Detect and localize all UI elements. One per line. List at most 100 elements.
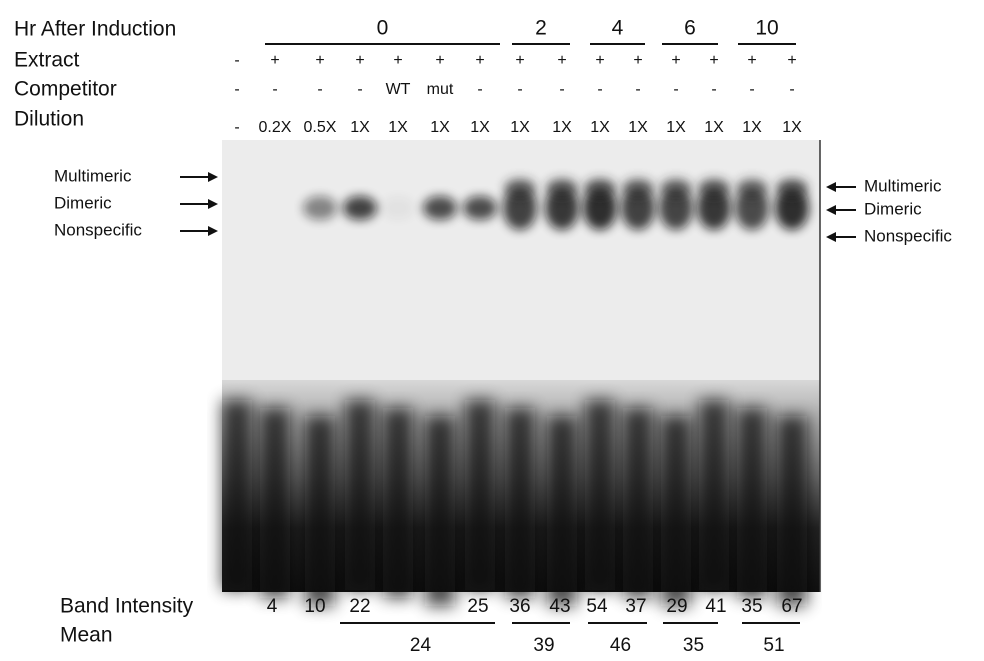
- lane-label: 1X: [470, 119, 490, 136]
- band-intensity: 43: [549, 596, 570, 617]
- gel-band: [584, 178, 616, 198]
- gel-smear: [737, 408, 767, 598]
- mean-value: 39: [533, 635, 554, 656]
- gel-band: [303, 196, 337, 220]
- gel-band: [736, 178, 768, 198]
- gel-smear: [661, 416, 691, 606]
- arrow-head: [208, 199, 218, 209]
- lane-label: 1X: [350, 119, 370, 136]
- marker-label: Multimeric: [54, 166, 132, 185]
- gel-smear: [345, 400, 375, 590]
- lane-label: -: [673, 81, 678, 98]
- lane-label: +: [435, 52, 444, 69]
- row-label: Extract: [14, 49, 80, 72]
- arrow-head: [826, 182, 836, 192]
- marker-label: Nonspecific: [54, 220, 142, 239]
- lane-label: 1X: [510, 119, 530, 136]
- gel-band: [463, 196, 497, 220]
- gel-smear: [547, 416, 577, 606]
- lane-label: -: [749, 81, 754, 98]
- gel-smear: [623, 408, 653, 598]
- lane-label: 1X: [430, 119, 450, 136]
- mean-value: 51: [763, 635, 784, 656]
- row-label: Hr After Induction: [14, 18, 176, 41]
- lane-label: -: [234, 81, 239, 98]
- gel-band: [504, 178, 536, 198]
- group-label: 10: [755, 17, 778, 40]
- lane-label: 1X: [552, 119, 572, 136]
- lane-label: 1X: [742, 119, 762, 136]
- lane-label: -: [559, 81, 564, 98]
- lane-label: 0.5X: [304, 119, 337, 136]
- row-label: Competitor: [14, 78, 117, 101]
- lane-label: +: [557, 52, 566, 69]
- lane-label: -: [234, 119, 239, 136]
- band-intensity: 54: [586, 596, 608, 617]
- row-label: Mean: [60, 624, 113, 647]
- arrow-head: [826, 205, 836, 215]
- row-label: Band Intensity: [60, 595, 194, 618]
- mean-value: 35: [683, 635, 704, 656]
- gel-smear: [777, 416, 807, 606]
- band-intensity: 36: [509, 596, 530, 617]
- gel-band: [583, 186, 617, 230]
- group-label: 2: [535, 17, 547, 40]
- band-intensity: 10: [304, 596, 325, 617]
- band-intensity: 29: [666, 596, 687, 617]
- lane-label: +: [475, 52, 484, 69]
- lane-label: -: [477, 81, 482, 98]
- gel-smear: [305, 416, 335, 606]
- marker-label: Multimeric: [864, 176, 942, 195]
- lane-label: +: [393, 52, 402, 69]
- band-intensity: 37: [625, 596, 646, 617]
- lane-label: +: [270, 52, 279, 69]
- lane-label: -: [317, 81, 322, 98]
- gel-smear: [425, 416, 455, 606]
- lane-label: WT: [386, 81, 411, 98]
- lane-label: +: [671, 52, 680, 69]
- lane-label: -: [234, 52, 239, 69]
- gel-smear: [585, 400, 615, 590]
- group-label: 6: [684, 17, 696, 40]
- gel-smear: [465, 400, 495, 590]
- gel-band: [698, 178, 730, 198]
- lane-label: -: [357, 81, 362, 98]
- gel-image: [222, 140, 821, 606]
- lane-label: 1X: [590, 119, 610, 136]
- gel-band: [545, 186, 579, 230]
- marker-label: Dimeric: [54, 193, 112, 212]
- lane-label: -: [635, 81, 640, 98]
- lane-label: -: [789, 81, 794, 98]
- gel-band: [621, 186, 655, 230]
- gel-band: [776, 178, 808, 198]
- lane-label: +: [709, 52, 718, 69]
- gel-smear: [505, 408, 535, 598]
- lane-label: 1X: [388, 119, 408, 136]
- gel-band: [660, 178, 692, 198]
- lane-label: 1X: [704, 119, 724, 136]
- band-intensity: 67: [781, 596, 802, 617]
- gel-smear: [699, 400, 729, 590]
- band-intensity: 35: [741, 596, 762, 617]
- gel-band: [343, 196, 377, 220]
- gel-smear: [383, 408, 413, 598]
- gel-band: [697, 186, 731, 230]
- band-intensity: 25: [467, 596, 488, 617]
- marker-label: Nonspecific: [864, 226, 952, 245]
- lane-label: 1X: [782, 119, 802, 136]
- group-label: 0: [377, 17, 389, 40]
- arrow-head: [208, 172, 218, 182]
- gel-band: [735, 186, 769, 230]
- gel-smear: [260, 408, 290, 598]
- gel-band: [503, 186, 537, 230]
- lane-label: +: [747, 52, 756, 69]
- lane-label: +: [633, 52, 642, 69]
- gel-band: [546, 178, 578, 198]
- gel-band: [775, 186, 809, 230]
- marker-label: Dimeric: [864, 199, 922, 218]
- lane-label: -: [272, 81, 277, 98]
- lane-label: +: [515, 52, 524, 69]
- mean-value: 46: [610, 635, 631, 656]
- lane-label: +: [595, 52, 604, 69]
